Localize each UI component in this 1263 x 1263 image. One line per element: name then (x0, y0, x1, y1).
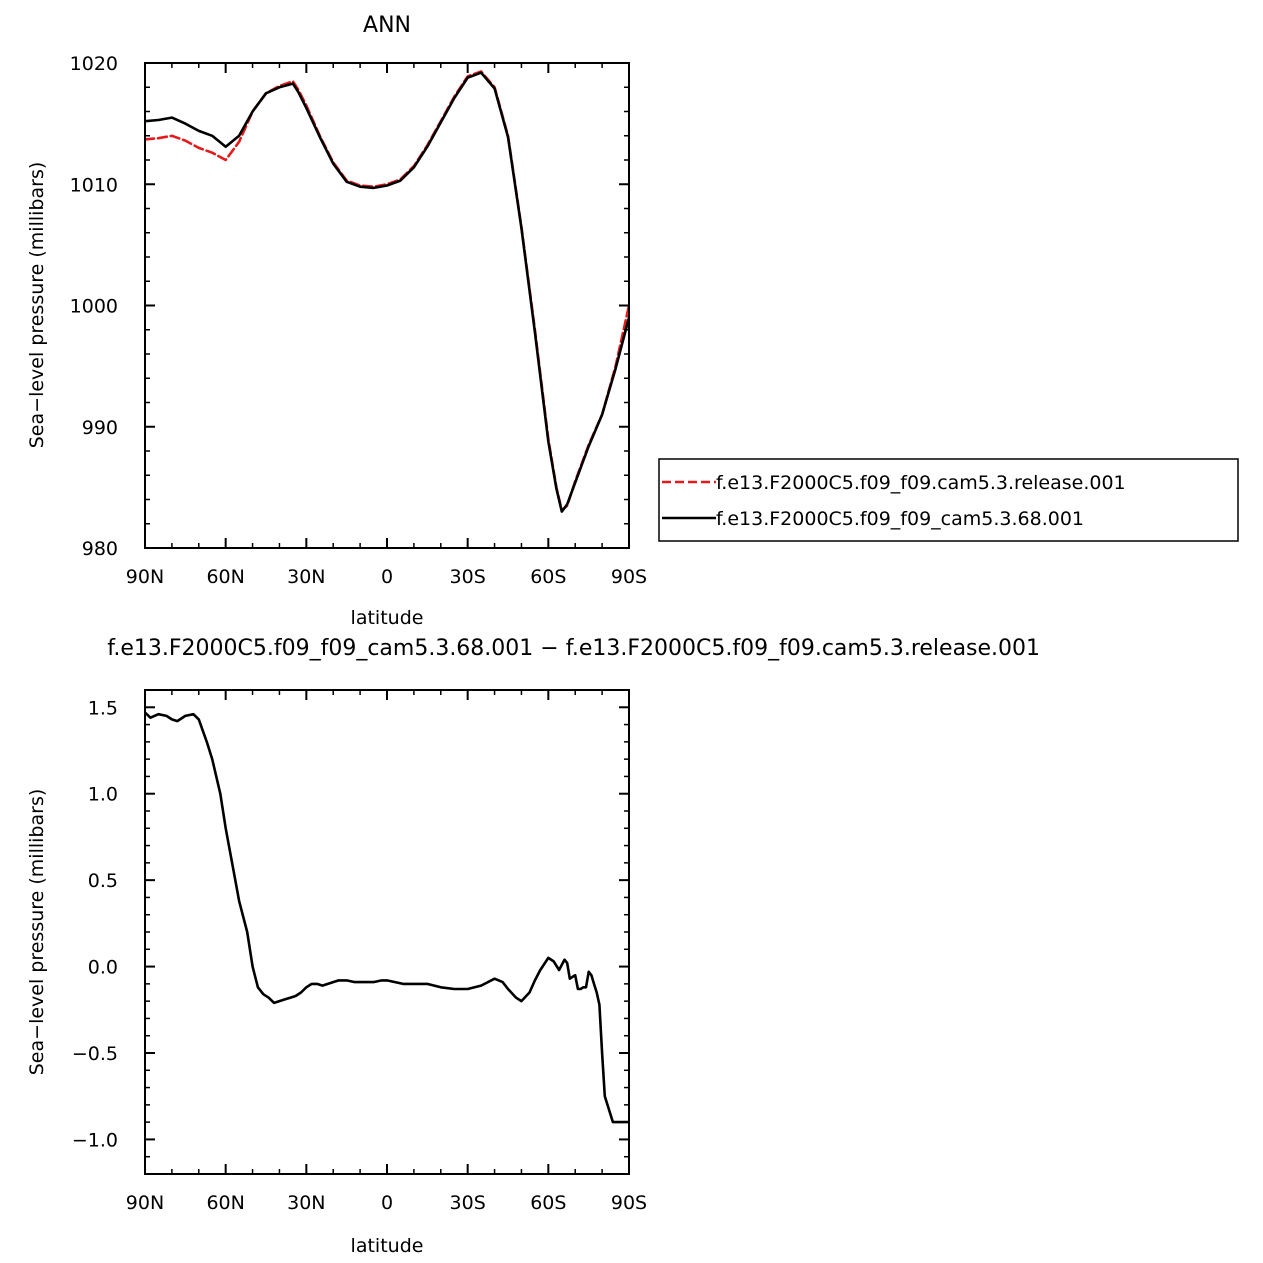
y-tick-label: 0.5 (88, 870, 118, 892)
panel-top: ANN 90N 60N 30N 0 30S 60S 90S 980 990 1000 1010 102… (26, 13, 1239, 629)
panel-bottom-xlabel: latitude (351, 1235, 424, 1257)
x-tick-label: 60S (530, 566, 566, 588)
panel-bottom-title: f.e13.F2000C5.f09_f09_cam5.3.68.001 − f.… (107, 636, 1040, 661)
x-tick-label: 30S (450, 1192, 486, 1214)
y-tick-label: 980 (82, 538, 118, 560)
panel-top-ticks: 90N 60N 30N 0 30S 60S 90S 980 990 1000 1010 1020 (70, 53, 647, 588)
y-tick-label: 1020 (70, 53, 118, 75)
y-tick-label: 0.0 (88, 957, 118, 979)
legend-label-68: f.e13.F2000C5.f09_f09_cam5.3.68.001 (716, 508, 1084, 530)
x-tick-label: 0 (381, 566, 393, 588)
x-tick-label: 60S (530, 1192, 566, 1214)
x-tick-label: 90N (126, 566, 164, 588)
panel-bottom-curves (145, 711, 629, 1124)
y-tick-label: 1010 (70, 174, 118, 196)
panel-bottom: f.e13.F2000C5.f09_f09_cam5.3.68.001 − f.… (26, 636, 1040, 1257)
x-tick-label: 90S (611, 1192, 647, 1214)
panel-top-title: ANN (363, 13, 411, 38)
legend-box (658, 458, 1239, 542)
legend: f.e13.F2000C5.f09_f09.cam5.3.release.001… (658, 458, 1239, 542)
panel-top-frame (144, 62, 630, 549)
panel-top-curves (145, 70, 629, 513)
panel-top-series-line-0 (145, 70, 629, 512)
y-tick-label: −0.5 (72, 1043, 118, 1065)
panel-top-xlabel: latitude (351, 607, 424, 629)
x-tick-label: 0 (381, 1192, 393, 1214)
x-tick-label: 90S (611, 566, 647, 588)
panel-bottom-series-line-0 (145, 711, 629, 1124)
panel-bottom-ticks: 90N 60N 30N 0 30S 60S 90S 1.5 1.0 0.5 0.0 −0.5 −1.0 (72, 689, 647, 1214)
panel-top-series-line-1 (145, 71, 629, 513)
x-tick-label: 30N (287, 1192, 325, 1214)
y-tick-label: 1.5 (88, 697, 118, 719)
y-tick-label: 1000 (70, 296, 118, 318)
panel-top-ylabel: Sea−level pressure (millibars) (26, 162, 48, 449)
x-tick-label: 30N (287, 566, 325, 588)
y-tick-label: −1.0 (72, 1129, 118, 1151)
y-tick-label: 1.0 (88, 784, 118, 806)
x-tick-label: 60N (206, 1192, 244, 1214)
x-tick-label: 90N (126, 1192, 164, 1214)
legend-label-release: f.e13.F2000C5.f09_f09.cam5.3.release.001 (716, 472, 1126, 494)
x-tick-label: 60N (206, 566, 244, 588)
y-tick-label: 990 (82, 417, 118, 439)
panel-bottom-frame (144, 689, 630, 1175)
panel-bottom-ylabel: Sea−level pressure (millibars) (26, 789, 48, 1076)
x-tick-label: 30S (450, 566, 486, 588)
